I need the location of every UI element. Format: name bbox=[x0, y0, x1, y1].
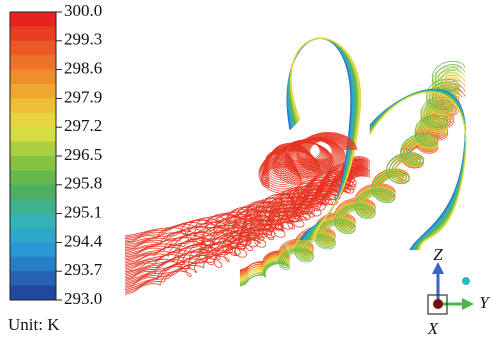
colorbar-band bbox=[10, 286, 56, 301]
colorbar-tick-label: 293.0 bbox=[64, 289, 102, 308]
colorbar-tick-label: 297.2 bbox=[64, 116, 102, 135]
colorbar-tick-label: 295.1 bbox=[64, 203, 102, 222]
origin-sphere bbox=[462, 277, 470, 285]
colorbar-tick-label: 299.3 bbox=[64, 30, 102, 49]
colorbar-tick-label: 293.7 bbox=[64, 260, 103, 279]
colorbar: 300.0 299.3 298.6 297.9 297.2 296.5 295.8 295.1… bbox=[10, 1, 103, 308]
colorbar-band bbox=[10, 271, 56, 286]
colorbar-tick-label: 298.6 bbox=[64, 59, 102, 78]
colorbar-tick-label: 295.8 bbox=[64, 174, 102, 193]
colorbar-band bbox=[10, 156, 56, 171]
streamlines bbox=[125, 38, 466, 294]
colorbar-band bbox=[10, 70, 56, 85]
unit-label: Unit: K bbox=[8, 315, 60, 334]
colorbar-band bbox=[10, 26, 56, 41]
colorbar-band bbox=[10, 41, 56, 56]
colorbar-tick-label: 300.0 bbox=[64, 1, 102, 20]
y-arrow-head bbox=[462, 298, 474, 310]
colorbar-band bbox=[10, 84, 56, 99]
colorbar-band bbox=[10, 257, 56, 272]
colorbar-band bbox=[10, 199, 56, 214]
colorbar-band bbox=[10, 113, 56, 128]
colorbar-tick-label: 297.9 bbox=[64, 87, 102, 106]
figure: 300.0 299.3 298.6 297.9 297.2 296.5 295.8 295.1… bbox=[0, 0, 496, 342]
colorbar-band bbox=[10, 228, 56, 243]
x-dot bbox=[433, 299, 443, 309]
x-label: X bbox=[427, 319, 439, 338]
colorbar-band bbox=[10, 98, 56, 113]
colorbar-band bbox=[10, 214, 56, 229]
colorbar-band bbox=[10, 142, 56, 157]
colorbar-tick-label: 294.4 bbox=[64, 231, 103, 250]
colorbar-band bbox=[10, 185, 56, 200]
y-label: Y bbox=[479, 293, 490, 312]
colorbar-band bbox=[10, 12, 56, 27]
colorbar-band bbox=[10, 127, 56, 142]
colorbar-band bbox=[10, 242, 56, 257]
colorbar-band bbox=[10, 55, 56, 70]
axis-triad: Z Y X bbox=[427, 245, 490, 338]
z-label: Z bbox=[433, 245, 443, 264]
colorbar-tick-label: 296.5 bbox=[64, 145, 102, 164]
colorbar-band bbox=[10, 170, 56, 185]
